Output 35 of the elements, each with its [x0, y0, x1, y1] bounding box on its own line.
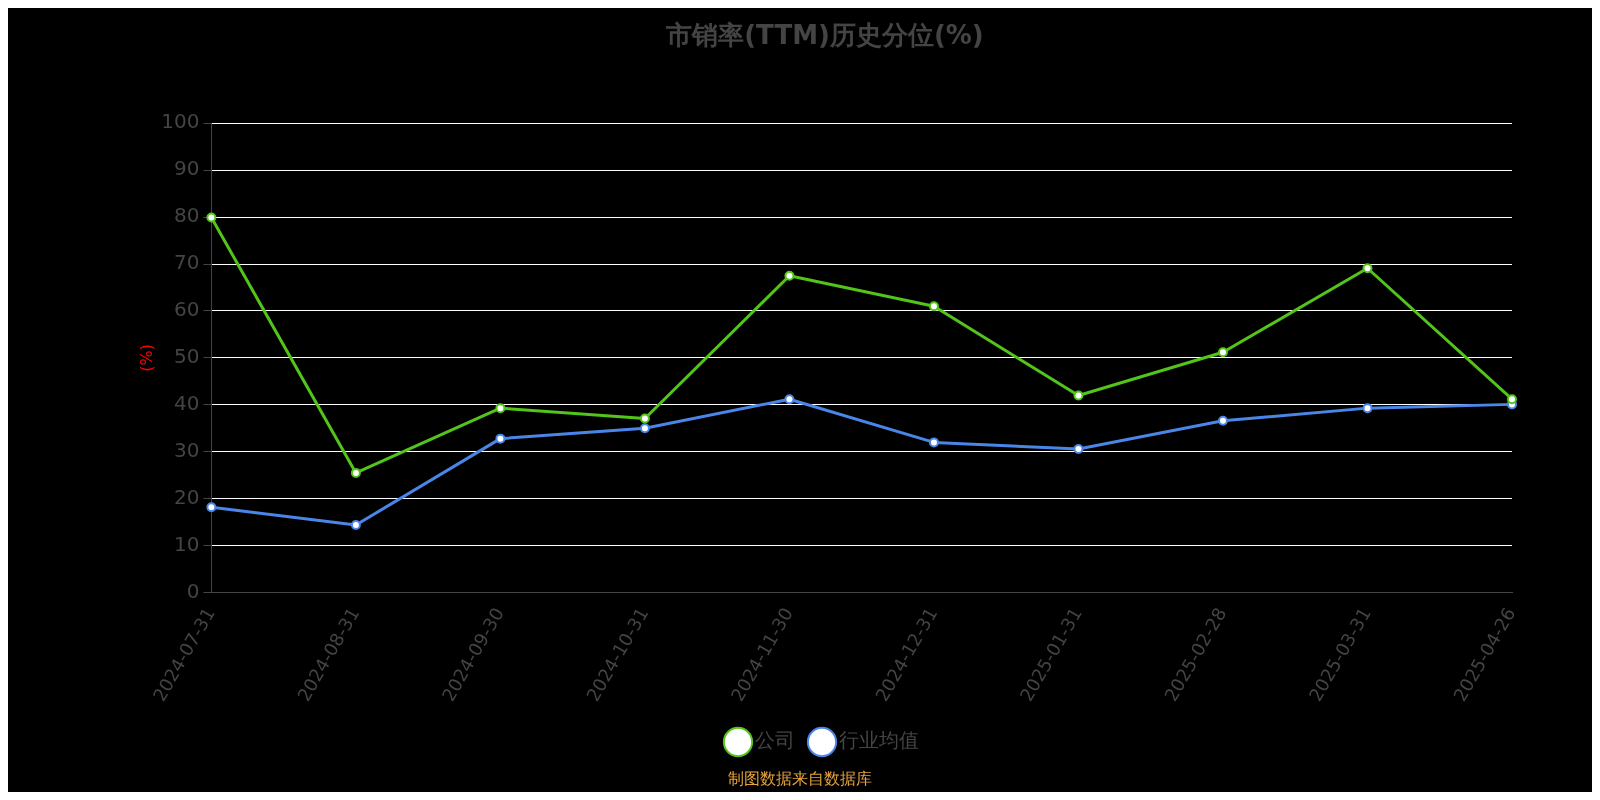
point [350, 467, 361, 478]
y-tick-label: 0 [186, 578, 200, 603]
y-tick-label: 60 [173, 297, 200, 322]
y-tick-label: 80 [173, 203, 200, 228]
point [1362, 263, 1373, 274]
point [928, 437, 939, 448]
legend-label: 行业均值 [839, 728, 919, 753]
point [1507, 394, 1517, 405]
point [1073, 443, 1084, 454]
y-tick-label: 10 [173, 531, 200, 556]
point [206, 212, 217, 223]
point [206, 502, 217, 513]
chart-title: 市销率(TTM)历史分位(%) [665, 20, 984, 51]
point [1217, 347, 1228, 358]
y-tick-label: 70 [173, 250, 200, 275]
point [639, 413, 650, 424]
y-tick-label: 90 [173, 156, 200, 181]
point [784, 270, 795, 281]
y-tick-label: 100 [161, 109, 200, 134]
y-axis-title: (%) [136, 344, 156, 372]
point [1073, 390, 1084, 401]
point [495, 433, 506, 444]
y-tick-label: 30 [173, 437, 200, 462]
point [350, 520, 361, 531]
point [784, 394, 795, 405]
point [928, 301, 939, 312]
point [1217, 415, 1228, 426]
point [639, 423, 650, 434]
y-tick-label: 40 [173, 391, 200, 416]
legend-label: 公司 [755, 728, 795, 753]
text: 制图数据来自数据库 [728, 769, 872, 789]
point [1362, 403, 1373, 414]
point [495, 403, 506, 414]
y-tick-label: 50 [173, 344, 200, 369]
y-tick-label: 20 [173, 484, 200, 509]
